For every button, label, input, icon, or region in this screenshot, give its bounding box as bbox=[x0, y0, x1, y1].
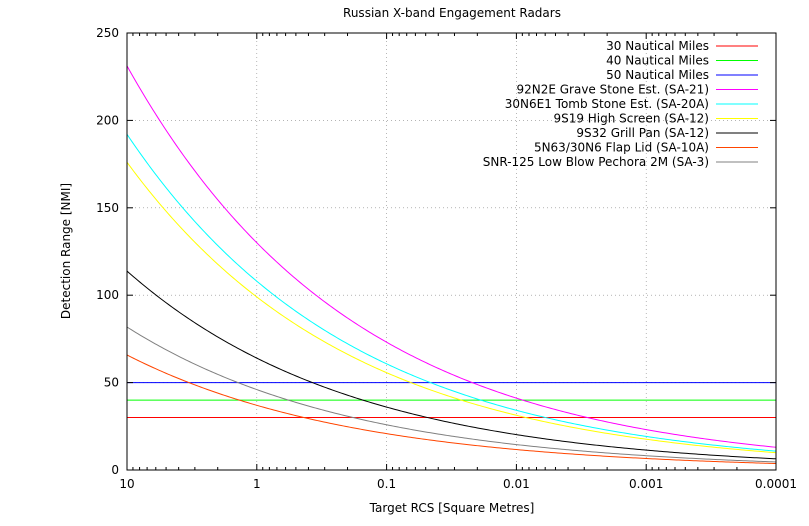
chart-title: Russian X-band Engagement Radars bbox=[343, 6, 561, 20]
series-line-9 bbox=[126, 326, 777, 463]
series-line-4 bbox=[126, 65, 777, 448]
x-tick-label: 0.0001 bbox=[755, 477, 797, 491]
legend-entry-label: 9S19 High Screen (SA-12) bbox=[553, 112, 709, 126]
legend-entry-label: 30N6E1 Tomb Stone Est. (SA-20A) bbox=[505, 97, 709, 111]
x-tick-label: 1 bbox=[253, 477, 261, 491]
legend-entry-label: 9S32 Grill Pan (SA-12) bbox=[576, 126, 709, 140]
y-tick-label: 50 bbox=[104, 376, 119, 390]
x-tick-label: 0.001 bbox=[629, 477, 663, 491]
series-lines bbox=[126, 65, 777, 465]
series-line-8 bbox=[126, 354, 777, 465]
legend-entry-label: 30 Nautical Miles bbox=[606, 39, 709, 53]
legend-entry-label: 92N2E Grave Stone Est. (SA-21) bbox=[516, 83, 709, 97]
x-tick-label: 0.01 bbox=[503, 477, 530, 491]
series-line-6 bbox=[126, 161, 777, 454]
y-tick-label: 100 bbox=[96, 288, 119, 302]
x-tick-label: 0.1 bbox=[377, 477, 396, 491]
axis-ticks: 0 50 100 150 200 250 10 1 0.1 0.01 0.001 0.0001 bbox=[96, 26, 797, 491]
plot-border bbox=[126, 32, 777, 471]
y-tick-label: 200 bbox=[96, 113, 119, 127]
x-axis-label: Target RCS [Square Metres] bbox=[369, 501, 535, 515]
series-line-5 bbox=[126, 134, 777, 452]
y-tick-label: 150 bbox=[96, 201, 119, 215]
legend-entry-label: 50 Nautical Miles bbox=[606, 68, 709, 82]
y-axis-label: Detection Range [NMI] bbox=[59, 183, 73, 319]
y-tick-label: 0 bbox=[111, 463, 119, 477]
legend-entry-label: 40 Nautical Miles bbox=[606, 54, 709, 68]
legend-entry-label: 5N63/30N6 Flap Lid (SA-10A) bbox=[534, 141, 709, 155]
y-tick-label: 250 bbox=[96, 26, 119, 40]
legend-entry-label: SNR-125 Low Blow Pechora 2M (SA-3) bbox=[483, 155, 709, 169]
series-line-7 bbox=[126, 270, 777, 460]
x-tick-label: 10 bbox=[119, 477, 134, 491]
